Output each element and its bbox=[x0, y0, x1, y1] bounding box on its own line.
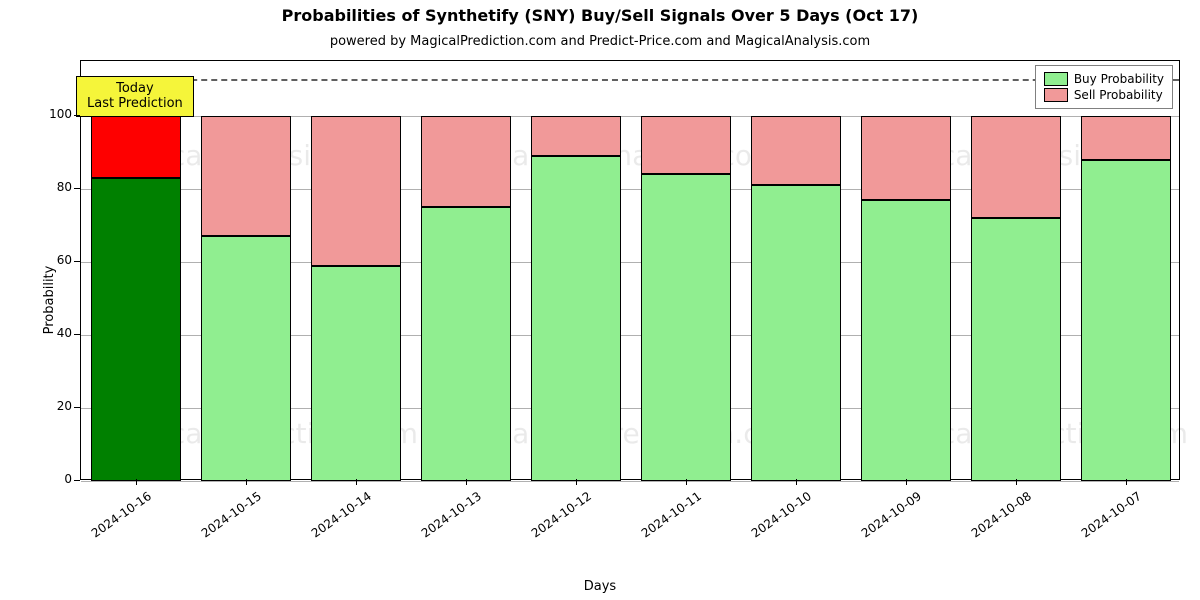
x-tick-mark bbox=[796, 479, 797, 485]
bar-buy bbox=[1081, 160, 1171, 481]
legend-swatch bbox=[1044, 88, 1068, 102]
bar-buy bbox=[421, 207, 511, 481]
legend-label: Sell Probability bbox=[1074, 88, 1163, 102]
legend-row: Buy Probability bbox=[1044, 72, 1164, 86]
bar-slot bbox=[1081, 61, 1171, 479]
today-annotation: TodayLast Prediction bbox=[76, 76, 194, 117]
annotation-line: Last Prediction bbox=[87, 96, 183, 112]
x-axis-label: Days bbox=[0, 579, 1200, 594]
x-tick-label: 2024-10-15 bbox=[190, 489, 256, 535]
bar-slot bbox=[751, 61, 841, 479]
y-tick-label: 0 bbox=[12, 472, 72, 486]
bar-slot bbox=[421, 61, 511, 479]
bar-sell bbox=[751, 116, 841, 185]
bar-sell bbox=[531, 116, 621, 156]
y-tick-mark bbox=[74, 480, 80, 481]
x-tick-label: 2024-10-16 bbox=[80, 489, 146, 535]
bar-slot bbox=[201, 61, 291, 479]
x-tick-label: 2024-10-13 bbox=[410, 489, 476, 535]
legend-swatch bbox=[1044, 72, 1068, 86]
y-tick-label: 100 bbox=[12, 107, 72, 121]
x-tick-mark bbox=[686, 479, 687, 485]
y-tick-mark bbox=[74, 115, 80, 116]
x-tick-mark bbox=[466, 479, 467, 485]
y-tick-label: 20 bbox=[12, 399, 72, 413]
x-tick-mark bbox=[356, 479, 357, 485]
bar-buy bbox=[641, 174, 731, 481]
x-tick-label: 2024-10-08 bbox=[960, 489, 1026, 535]
bar-slot bbox=[971, 61, 1061, 479]
x-tick-mark bbox=[246, 479, 247, 485]
y-tick-mark bbox=[74, 407, 80, 408]
bar-buy bbox=[971, 218, 1061, 481]
bar-slot bbox=[641, 61, 731, 479]
bar-buy bbox=[751, 185, 841, 481]
legend-label: Buy Probability bbox=[1074, 72, 1164, 86]
chart-subtitle: powered by MagicalPrediction.com and Pre… bbox=[0, 34, 1200, 49]
bar-slot bbox=[531, 61, 621, 479]
legend: Buy Probability Sell Probability bbox=[1035, 65, 1173, 109]
x-tick-label: 2024-10-11 bbox=[630, 489, 696, 535]
bar-sell bbox=[1081, 116, 1171, 160]
chart-title: Probabilities of Synthetify (SNY) Buy/Se… bbox=[0, 6, 1200, 25]
bar-slot bbox=[861, 61, 951, 479]
y-tick-label: 60 bbox=[12, 253, 72, 267]
x-tick-mark bbox=[1016, 479, 1017, 485]
y-tick-mark bbox=[74, 261, 80, 262]
bar-buy bbox=[91, 178, 181, 481]
figure: Probabilities of Synthetify (SNY) Buy/Se… bbox=[0, 0, 1200, 600]
bar-sell bbox=[201, 116, 291, 237]
x-tick-mark bbox=[906, 479, 907, 485]
bar-sell bbox=[641, 116, 731, 174]
x-tick-mark bbox=[576, 479, 577, 485]
bar-sell bbox=[311, 116, 401, 266]
annotation-line: Today bbox=[87, 81, 183, 97]
plot-area: MagicalAnalysis.comMagicalAnalysis.comMa… bbox=[80, 60, 1180, 480]
y-tick-mark bbox=[74, 188, 80, 189]
y-axis-label: Probability bbox=[42, 266, 57, 335]
x-tick-mark bbox=[1126, 479, 1127, 485]
y-tick-label: 80 bbox=[12, 180, 72, 194]
bar-slot bbox=[91, 61, 181, 479]
bar-buy bbox=[531, 156, 621, 481]
x-tick-label: 2024-10-07 bbox=[1070, 489, 1136, 535]
x-tick-mark bbox=[136, 479, 137, 485]
bar-buy bbox=[861, 200, 951, 481]
bar-sell bbox=[861, 116, 951, 200]
bar-sell bbox=[91, 116, 181, 178]
bar-buy bbox=[311, 266, 401, 481]
y-tick-label: 40 bbox=[12, 326, 72, 340]
legend-row: Sell Probability bbox=[1044, 88, 1164, 102]
bar-sell bbox=[421, 116, 511, 207]
x-tick-label: 2024-10-14 bbox=[300, 489, 366, 535]
x-tick-label: 2024-10-09 bbox=[850, 489, 916, 535]
x-tick-label: 2024-10-10 bbox=[740, 489, 806, 535]
x-tick-label: 2024-10-12 bbox=[520, 489, 586, 535]
bar-sell bbox=[971, 116, 1061, 218]
y-tick-mark bbox=[74, 334, 80, 335]
bar-slot bbox=[311, 61, 401, 479]
bar-buy bbox=[201, 236, 291, 481]
